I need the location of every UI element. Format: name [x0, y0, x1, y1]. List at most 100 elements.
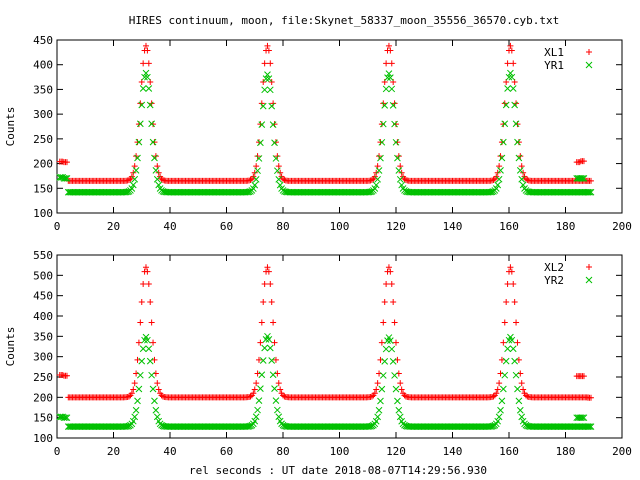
data-point: [501, 120, 509, 128]
data-point: [59, 371, 66, 378]
data-point: [267, 60, 274, 67]
data-point: [368, 393, 375, 400]
data-point: [145, 281, 152, 288]
data-point: [520, 386, 527, 393]
data-point: [146, 101, 154, 109]
data-point: [395, 167, 403, 174]
data-point: [519, 181, 527, 189]
data-point: [380, 319, 387, 326]
data-point: [499, 385, 507, 393]
data-point: [257, 339, 264, 346]
data-point: [507, 264, 514, 271]
y-axis-label: Counts: [4, 107, 17, 147]
y-tick-label: 300: [33, 351, 53, 364]
data-point: [273, 167, 281, 175]
data-point: [130, 386, 137, 393]
x-tick-label: 140: [443, 445, 463, 458]
data-point: [145, 345, 153, 353]
data-point: [579, 175, 586, 182]
y-tick-label: 250: [33, 133, 53, 146]
data-point: [275, 380, 282, 387]
data-point: [508, 47, 515, 54]
data-point: [368, 176, 375, 183]
plot-frame: [56, 39, 623, 214]
data-point: [388, 60, 395, 67]
data-point: [388, 345, 396, 353]
data-point: [386, 74, 394, 82]
data-point: [387, 47, 394, 54]
x-axis-label: rel seconds : UT date 2018-08-07T14:29:5…: [189, 464, 487, 477]
data-point: [151, 356, 158, 363]
data-point: [134, 397, 141, 405]
data-point: [149, 138, 157, 146]
data-point: [386, 337, 394, 344]
data-point: [139, 85, 147, 92]
data-point: [266, 344, 274, 352]
data-point: [135, 138, 143, 146]
y-tick-label: 450: [33, 34, 53, 47]
x-tick-label: 40: [163, 445, 176, 458]
series-xl2: [56, 264, 595, 401]
data-point: [272, 155, 280, 162]
data-point: [147, 299, 154, 306]
data-point: [391, 319, 398, 326]
data-point: [269, 371, 277, 379]
data-point: [397, 380, 404, 387]
data-point: [509, 345, 517, 353]
data-point: [508, 268, 515, 275]
y-tick-label: 300: [33, 108, 53, 121]
data-point: [508, 336, 516, 344]
data-point: [277, 386, 284, 393]
data-point: [261, 344, 268, 352]
data-point: [63, 372, 70, 379]
data-point: [62, 175, 69, 182]
data-point: [251, 417, 259, 425]
data-point: [504, 345, 511, 353]
data-point: [588, 394, 595, 401]
data-point: [261, 281, 268, 288]
data-point: [247, 176, 254, 183]
data-point: [264, 42, 271, 49]
x-tick-label: 180: [556, 220, 576, 233]
data-point: [577, 175, 585, 182]
data-point: [252, 413, 260, 421]
data-point: [514, 138, 521, 146]
data-point: [503, 299, 510, 306]
data-point: [255, 155, 263, 162]
data-point: [490, 176, 497, 183]
data-point: [134, 154, 141, 162]
data-point: [268, 357, 276, 364]
data-point: [382, 85, 390, 93]
data-point: [402, 176, 409, 183]
data-point: [270, 319, 277, 326]
data-point: [383, 281, 390, 288]
bottom-plot-panel: 100 150 200 250 300 350 400 450 500 550 0 20 40 60 80 1…: [4, 249, 632, 458]
data-point: [142, 69, 150, 77]
data-point: [140, 60, 147, 67]
y-tick-label: 450: [33, 290, 53, 303]
data-point: [495, 175, 503, 183]
data-point: [139, 345, 147, 353]
data-point: [151, 154, 158, 162]
data-point: [372, 417, 380, 425]
data-point: [151, 397, 158, 405]
data-point: [276, 181, 284, 189]
data-point: [387, 268, 394, 275]
data-point: [159, 176, 166, 183]
data-point: [62, 414, 69, 422]
data-point: [513, 319, 520, 326]
data-point: [258, 319, 265, 326]
data-point: [504, 281, 511, 288]
data-point: [524, 393, 531, 400]
data-point: [498, 397, 506, 405]
data-point: [264, 71, 271, 78]
data-point: [258, 121, 266, 128]
x-tick-label: 40: [163, 220, 176, 233]
data-point: [398, 386, 405, 393]
data-point: [149, 385, 157, 393]
data-point: [131, 175, 139, 183]
data-point: [273, 406, 281, 414]
x-tick-label: 160: [499, 445, 519, 458]
data-point: [159, 393, 166, 400]
